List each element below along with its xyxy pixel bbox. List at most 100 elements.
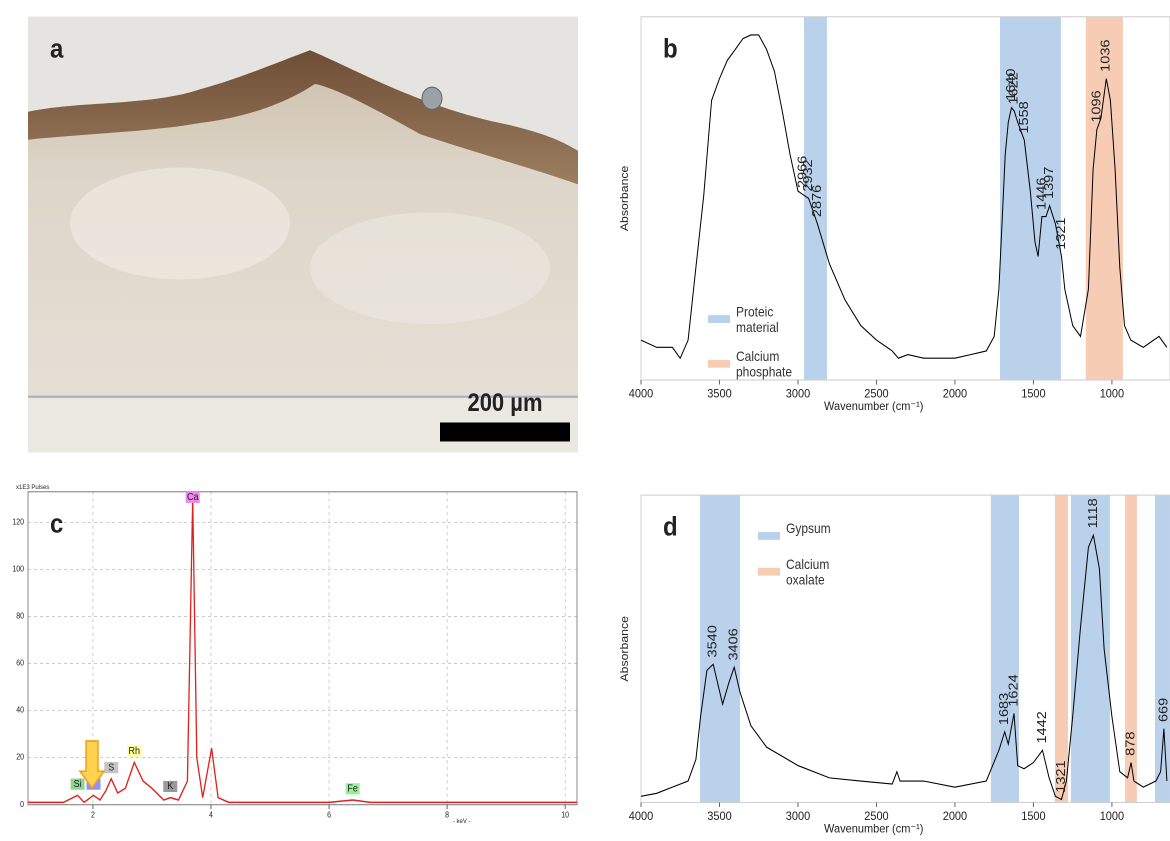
band xyxy=(803,16,828,380)
x-tick-label: 4000 xyxy=(629,809,654,823)
peak-label: 2932 xyxy=(801,159,815,191)
legend-label: Gypsum xyxy=(786,520,831,537)
peak-label: 1558 xyxy=(1016,101,1030,134)
peak-label: 1683 xyxy=(997,692,1011,725)
peak-label: 1321 xyxy=(1054,218,1068,250)
element-tag xyxy=(70,778,85,790)
plot-frame xyxy=(640,494,1170,804)
x-tick-label: 4 xyxy=(209,810,213,819)
spectrum-line xyxy=(640,533,1168,801)
element-label: K xyxy=(167,781,174,793)
x-tick-label: 4000 xyxy=(629,387,654,401)
y-tick-label: 0 xyxy=(20,799,24,808)
legend-swatch xyxy=(708,315,730,323)
spectrum-line xyxy=(640,34,1168,360)
element-tag xyxy=(104,762,119,774)
y-tick-label: 20 xyxy=(16,752,24,761)
crust-layer xyxy=(28,50,578,185)
x-tick-label: 2000 xyxy=(943,809,968,823)
y-tick-label: 100 xyxy=(12,564,24,573)
x-tick-label: 2 xyxy=(91,810,95,819)
x-tick-label: 1500 xyxy=(1021,809,1046,823)
element-label: S xyxy=(108,762,114,774)
element-label: Ca xyxy=(187,492,199,504)
element-tag xyxy=(185,491,200,503)
scale-bar-label: 200 µm xyxy=(467,389,542,416)
legend-swatch xyxy=(758,532,780,540)
band xyxy=(1154,495,1170,803)
x-tick-label: 10 xyxy=(561,810,569,819)
highlight xyxy=(70,167,290,280)
element-label: Fe xyxy=(347,783,357,795)
y-tick-label: 80 xyxy=(16,611,24,620)
x-axis-label: Wavenumber (cm⁻¹) xyxy=(824,822,924,836)
panel-label: c xyxy=(50,509,63,539)
x-tick-label: 2500 xyxy=(864,387,889,401)
panel-label: a xyxy=(50,34,64,64)
plot-frame xyxy=(640,16,1170,381)
peak-label: 1321 xyxy=(1054,760,1068,792)
band xyxy=(700,495,741,803)
legend-label: Calcium oxalate xyxy=(786,556,830,588)
x-tick-label: 1000 xyxy=(1100,809,1125,823)
spectrum-line xyxy=(28,498,577,804)
peak-label: 1622 xyxy=(1006,72,1020,104)
legend-label: Proteic material xyxy=(736,304,779,336)
x-tick-label: 3000 xyxy=(786,809,811,823)
band xyxy=(1054,495,1068,803)
x-tick-label: 1500 xyxy=(1021,387,1046,401)
peak-label: 3540 xyxy=(705,625,719,658)
plot-frame xyxy=(27,491,578,806)
y-tick-label: 40 xyxy=(16,705,24,714)
micrograph: 200 µm a xyxy=(28,16,578,453)
x-tick-label: 3000 xyxy=(786,387,811,401)
x-tick-label: 2000 xyxy=(943,387,968,401)
element-tag xyxy=(345,783,360,795)
panel-label: b xyxy=(663,34,678,64)
background xyxy=(28,16,578,151)
x-tick-label: 3500 xyxy=(707,809,732,823)
element-label: Si xyxy=(74,778,82,790)
bubble xyxy=(421,86,443,111)
peak-label: 1397 xyxy=(1042,167,1056,199)
y-axis-label: x1E3 Pulses xyxy=(16,484,49,491)
scale-bar xyxy=(440,422,570,442)
legend-entry: Gypsum xyxy=(786,520,831,537)
x-tick-label: 2500 xyxy=(864,809,889,823)
peak-label: 1036 xyxy=(1098,39,1112,72)
peak-label: 1624 xyxy=(1006,674,1020,707)
element-label: Rh xyxy=(129,745,140,757)
element-tag xyxy=(163,780,178,793)
peak-label: 878 xyxy=(1123,731,1137,756)
peak-label: 2876 xyxy=(810,184,824,217)
y-axis-label: Absorbance xyxy=(618,616,630,682)
legend-entry: Proteic material xyxy=(736,304,779,336)
band xyxy=(990,495,1019,803)
band xyxy=(1070,495,1110,803)
element-tag xyxy=(127,745,142,757)
x-tick-label: 6 xyxy=(327,810,331,819)
x-tick-label: 8 xyxy=(445,810,449,819)
legend-entry: Calcium oxalate xyxy=(786,556,830,588)
x-tick-label: 1000 xyxy=(1100,387,1125,401)
peak-label: 669 xyxy=(1156,698,1170,722)
y-axis-label: Absorbance xyxy=(618,166,630,232)
x-axis-label: - keV - xyxy=(453,818,471,825)
peak-label: 1446 xyxy=(1034,177,1048,210)
x-tick-label: 3500 xyxy=(707,387,732,401)
legend-swatch xyxy=(758,567,780,576)
panel-label: d xyxy=(663,513,678,543)
arrow xyxy=(78,740,106,790)
x-axis-label: Wavenumber (cm⁻¹) xyxy=(824,400,924,414)
band xyxy=(1124,495,1137,803)
y-tick-label: 120 xyxy=(12,517,24,526)
peak-label: 1118 xyxy=(1086,498,1100,528)
y-tick-label: 60 xyxy=(16,658,24,667)
band xyxy=(999,16,1061,380)
legend-label: Calcium phosphate xyxy=(736,348,793,380)
peak-label: 1096 xyxy=(1089,90,1103,123)
peak-label: 1640 xyxy=(1004,68,1018,101)
peak-label: 2966 xyxy=(795,155,809,188)
